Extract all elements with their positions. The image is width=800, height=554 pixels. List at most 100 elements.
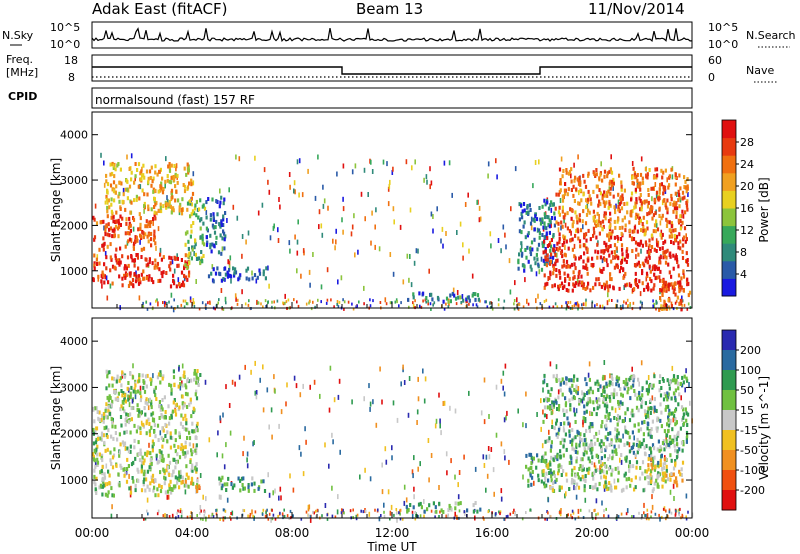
velocity-echo-cell — [412, 505, 415, 510]
velocity-scatter-cell — [254, 360, 256, 366]
velocity-echo-cell — [98, 485, 101, 490]
velocity-echo-cell — [184, 445, 187, 450]
power-scatter-cell — [326, 267, 329, 273]
power-echo-cell — [635, 200, 638, 205]
velocity-echo-cell — [612, 392, 615, 397]
velocity-echo-cell — [574, 450, 577, 454]
power-scatter-cell — [617, 199, 620, 205]
power-echo-cell — [536, 247, 539, 252]
power-echo-cell — [595, 235, 598, 240]
power-echo-cell — [191, 209, 195, 214]
velocity-ground-cell — [208, 514, 210, 518]
power-echo-cell — [106, 209, 109, 214]
velocity-scatter-cell — [407, 412, 410, 418]
velocity-echo-cell — [556, 434, 559, 439]
velocity-ground-cell — [667, 514, 669, 518]
velocity-scatter-cell — [199, 473, 202, 478]
velocity-scatter-cell — [454, 474, 456, 480]
power-echo-cell — [97, 274, 100, 279]
velocity-scatter-cell — [254, 390, 257, 396]
power-echo-cell — [153, 205, 156, 209]
power-echo-cell — [220, 278, 223, 283]
velocity-echo-cell — [428, 503, 431, 508]
power-ground-cell — [326, 298, 329, 302]
power-echo-cell — [205, 215, 208, 220]
power-echo-cell — [147, 277, 150, 282]
velocity-echo-cell — [139, 426, 142, 431]
power-echo-cell — [565, 264, 568, 269]
velocity-ground-cell — [274, 517, 277, 521]
power-echo-cell — [579, 182, 582, 187]
velocity-echo-cell — [251, 476, 254, 481]
power-echo-cell — [655, 275, 658, 280]
power-echo-cell — [142, 231, 145, 236]
power-echo-cell — [147, 232, 150, 237]
velocity-echo-cell — [162, 374, 165, 379]
velocity-ground-cell — [343, 511, 345, 515]
velocity-echo-cell — [525, 464, 528, 469]
power-scatter-cell — [392, 206, 395, 212]
velocity-echo-cell — [185, 418, 188, 423]
power-ground-cell — [271, 305, 273, 309]
velocity-echo-cell — [143, 406, 146, 410]
velocity-scatter-cell — [454, 408, 457, 414]
power-scatter-cell — [476, 199, 478, 205]
power-echo-cell — [245, 268, 248, 273]
power-ground-cell — [670, 301, 673, 305]
power-echo-cell — [199, 235, 202, 240]
velocity-echo-cell — [183, 370, 186, 375]
power-echo-cell — [574, 175, 577, 180]
velocity-ground-cell — [570, 513, 572, 517]
power-echo-cell — [177, 263, 180, 268]
power-echo-cell — [549, 270, 552, 275]
power-echo-cell — [565, 168, 568, 172]
power-echo-cell — [152, 189, 155, 194]
velocity-echo-cell — [542, 459, 545, 463]
power-scatter-cell — [582, 224, 584, 230]
power-ground-cell — [310, 307, 313, 311]
velocity-ground-cell — [567, 513, 569, 517]
power-echo-cell — [209, 242, 212, 247]
power-echo-cell — [666, 198, 669, 203]
velocity-echo-cell — [159, 380, 162, 385]
velocity-scatter-cell — [384, 446, 387, 452]
velocity-echo-cell — [185, 483, 188, 488]
power-ground-cell — [556, 305, 559, 309]
power-echo-cell — [158, 209, 161, 213]
velocity-scatter-cell — [540, 398, 542, 404]
power-echo-cell — [585, 198, 588, 203]
velocity-echo-cell — [652, 459, 655, 464]
power-echo-cell — [529, 252, 533, 257]
velocity-echo-cell — [665, 444, 668, 449]
velocity-echo-cell — [640, 404, 643, 409]
velocity-echo-cell — [195, 462, 198, 467]
power-echo-cell — [214, 271, 218, 276]
power-echo-cell — [114, 256, 117, 261]
velocity-ground-cell — [196, 514, 198, 517]
velocity-echo-cell — [617, 400, 620, 404]
velocity-scatter-cell — [689, 400, 691, 406]
velocity-echo-cell — [607, 431, 610, 436]
velocity-scatter-cell — [619, 457, 621, 463]
power-ground-cell — [363, 302, 365, 306]
velocity-echo-cell — [569, 407, 572, 412]
velocity-echo-cell — [139, 398, 142, 403]
velocity-scatter-cell — [651, 504, 654, 510]
power-scatter-cell — [601, 258, 604, 264]
velocity-ground-cell — [605, 507, 607, 511]
power-echo-cell — [550, 216, 554, 220]
power-scatter-cell — [342, 229, 344, 235]
velocity-ground-cell — [292, 514, 294, 518]
velocity-echo-cell — [680, 467, 683, 472]
power-scatter-cell — [655, 238, 658, 244]
velocity-ground-cell — [650, 515, 652, 519]
velocity-scatter-cell — [624, 416, 626, 422]
power-echo-cell — [198, 207, 201, 212]
power-scatter-cell — [391, 170, 394, 175]
velocity-scatter-cell — [155, 455, 158, 461]
x-tick-label: 16:00 — [475, 526, 510, 540]
velocity-echo-cell — [183, 426, 186, 431]
velocity-scatter-cell — [134, 394, 137, 400]
power-scatter-cell — [425, 174, 428, 180]
power-echo-cell — [681, 209, 684, 214]
